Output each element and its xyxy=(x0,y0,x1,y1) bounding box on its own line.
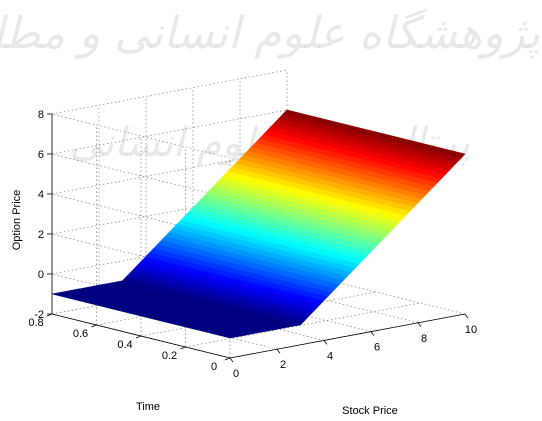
surface-patch xyxy=(282,109,466,159)
x-tick-label: 8 xyxy=(421,333,427,345)
x-tick-mark xyxy=(370,331,375,336)
x-tick-label: 10 xyxy=(465,324,477,336)
z-tick-label: 4 xyxy=(38,189,44,201)
z-tick-label: -2 xyxy=(34,309,44,321)
back-wall-gridline-z xyxy=(51,69,288,115)
y-tick-label: 0.2 xyxy=(162,350,177,362)
y-tick-mark xyxy=(135,335,142,339)
y-tick-label: 0.4 xyxy=(117,339,132,351)
y-tick-label: 0.6 xyxy=(73,328,88,340)
left-wall-gridline-z xyxy=(51,153,231,199)
y-tick-mark xyxy=(180,346,186,350)
y-tick-label: 0.8 xyxy=(28,317,43,329)
x-tick-mark xyxy=(323,340,328,345)
x-axis-label: Stock Price xyxy=(342,405,398,417)
y-axis-label: Time xyxy=(136,401,160,413)
z-axis-label: Option Price xyxy=(11,190,23,251)
x-tick-label: 6 xyxy=(374,342,380,354)
x-tick-mark xyxy=(464,313,469,319)
surface-layer xyxy=(51,109,466,339)
label-layer: Stock Price Time Option Price xyxy=(11,190,398,417)
y-tick-mark xyxy=(224,357,231,361)
left-wall-gridline-z xyxy=(51,273,231,319)
left-wall-gridline-z xyxy=(51,233,231,279)
x-tick-mark xyxy=(417,322,422,328)
x-tick-label: 4 xyxy=(327,350,333,362)
z-tick-label: 2 xyxy=(38,229,44,241)
y-tick-mark xyxy=(91,324,97,328)
z-tick-label: 0 xyxy=(38,269,44,281)
y-tick-label: 0 xyxy=(211,361,217,373)
x-tick-mark xyxy=(229,357,234,363)
x-tick-label: 0 xyxy=(233,368,239,380)
z-tick-label: 8 xyxy=(38,109,44,121)
x-axis-line xyxy=(229,313,466,359)
z-tick-label: 6 xyxy=(38,149,44,161)
left-wall-gridline-z xyxy=(51,193,231,239)
left-wall-gridline-z xyxy=(51,113,231,159)
x-tick-mark xyxy=(276,348,281,354)
axis-layer: 0 2 4 6 8 10 0 0.2 0.4 0.6 0.8-2 0 2 4 6 8 xyxy=(28,109,477,380)
x-tick-label: 2 xyxy=(280,359,286,371)
